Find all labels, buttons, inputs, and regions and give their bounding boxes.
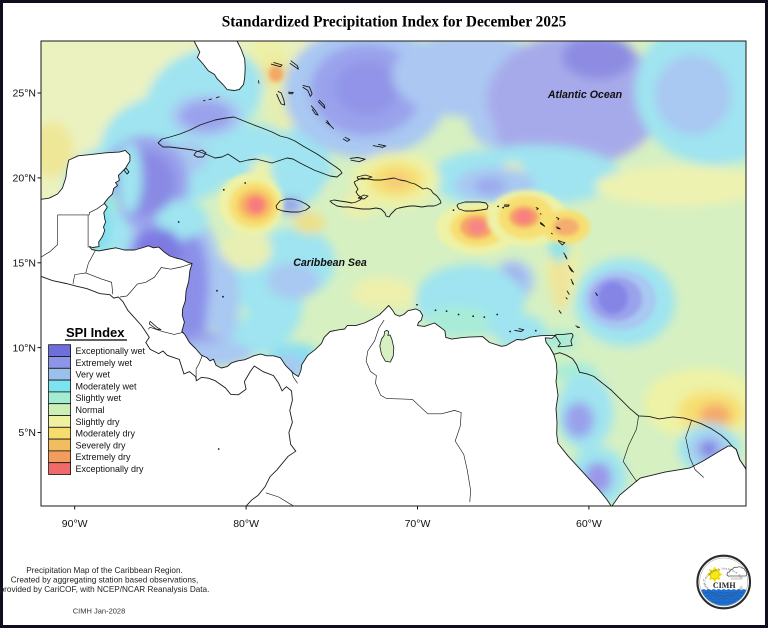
svg-text:Moderately wet: Moderately wet [76, 381, 138, 391]
svg-text:Caribbean Sea: Caribbean Sea [293, 257, 367, 269]
svg-text:Moderately dry: Moderately dry [76, 429, 136, 439]
svg-text:CIMH Jan-2028: CIMH Jan-2028 [73, 607, 126, 616]
svg-text:10°N: 10°N [13, 342, 36, 354]
svg-text:15°N: 15°N [13, 257, 36, 269]
svg-text:80°W: 80°W [233, 518, 259, 530]
svg-text:CIMH: CIMH [713, 581, 736, 590]
svg-text:provided by CariCOF, with NCEP: provided by CariCOF, with NCEP/NCAR Rean… [0, 585, 209, 594]
svg-text:Severely dry: Severely dry [76, 440, 127, 450]
svg-text:Extremely dry: Extremely dry [76, 452, 132, 462]
svg-text:Slightly wet: Slightly wet [76, 393, 122, 403]
svg-text:Atlantic Ocean: Atlantic Ocean [547, 89, 623, 101]
svg-text:25°N: 25°N [13, 88, 36, 100]
svg-text:20°N: 20°N [13, 173, 36, 185]
svg-text:SPI Index: SPI Index [66, 325, 125, 340]
svg-text:Exceptionally wet: Exceptionally wet [76, 346, 146, 356]
svg-text:Very wet: Very wet [76, 370, 111, 380]
svg-text:60°W: 60°W [576, 518, 602, 530]
svg-text:Slightly dry: Slightly dry [76, 417, 121, 427]
svg-text:Extremely wet: Extremely wet [76, 358, 133, 368]
svg-text:Standardized Precipitation Ind: Standardized Precipitation Index for Dec… [222, 14, 567, 31]
svg-text:Normal: Normal [76, 405, 105, 415]
svg-text:5°N: 5°N [18, 427, 36, 439]
svg-text:Exceptionally dry: Exceptionally dry [76, 464, 145, 474]
svg-text:Precipitation Map of the Carib: Precipitation Map of the Caribbean Regio… [26, 566, 183, 575]
svg-text:90°W: 90°W [62, 518, 88, 530]
svg-text:70°W: 70°W [405, 518, 431, 530]
svg-text:Created by aggregating station: Created by aggregating station based obs… [11, 575, 199, 584]
